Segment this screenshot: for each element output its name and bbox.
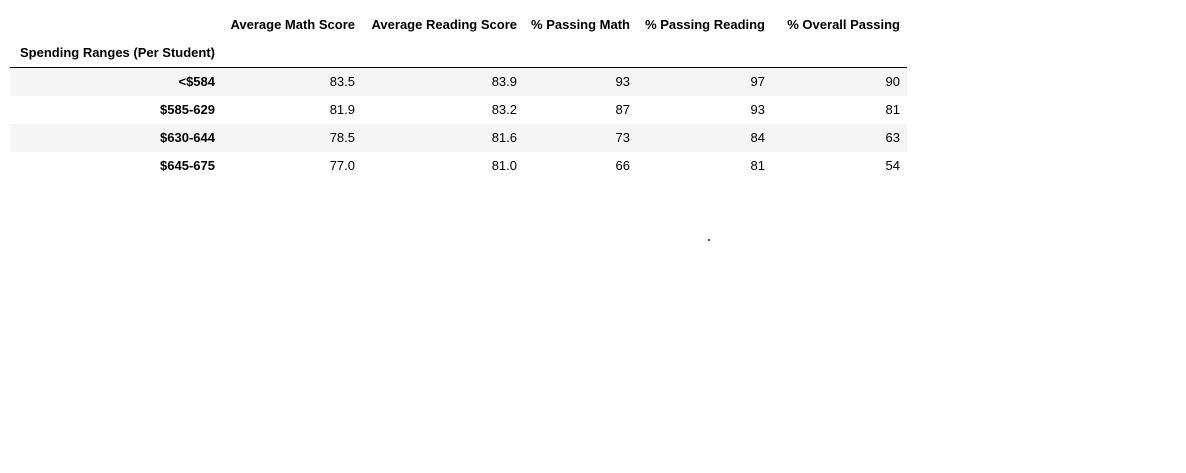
table-cell: 81 — [885, 102, 900, 117]
table-row: <$584 83.5 83.9 93 97 90 — [10, 67, 907, 96]
header-blank — [637, 39, 772, 68]
row-index-label: <$584 — [178, 74, 215, 89]
table-row: $585-629 81.9 83.2 87 93 81 — [10, 96, 907, 124]
column-header: Average Reading Score — [371, 17, 517, 32]
table-cell: 81.9 — [329, 102, 355, 117]
table-cell: 63 — [885, 130, 900, 145]
stray-dot — [708, 239, 710, 241]
table-cell: 81.0 — [491, 158, 517, 173]
row-index-label: $585-629 — [160, 102, 215, 117]
table-cell: 54 — [885, 158, 900, 173]
row-index-label: $630-644 — [160, 130, 215, 145]
column-header: % Passing Math — [531, 17, 630, 32]
table-cell: 66 — [615, 158, 630, 173]
column-header-row: Average Math Score Average Reading Score… — [10, 11, 907, 39]
table-cell: 97 — [750, 74, 765, 89]
header-blank — [222, 39, 362, 68]
table-cell: 87 — [615, 102, 630, 117]
table-cell: 83.2 — [491, 102, 517, 117]
table-cell: 73 — [615, 130, 630, 145]
spending-summary-table: Average Math Score Average Reading Score… — [10, 11, 907, 180]
table-cell: 77.0 — [329, 158, 355, 173]
column-header: % Passing Reading — [645, 17, 765, 32]
table-cell: 83.9 — [491, 74, 517, 89]
table-cell: 93 — [615, 74, 630, 89]
header-blank — [772, 39, 907, 68]
header-blank — [362, 39, 524, 68]
column-header: % Overall Passing — [787, 17, 900, 32]
table-cell: 78.5 — [329, 130, 355, 145]
index-name-row: Spending Ranges (Per Student) — [10, 39, 907, 68]
table-row: $645-675 77.0 81.0 66 81 54 — [10, 152, 907, 180]
table-row: $630-644 78.5 81.6 73 84 63 — [10, 124, 907, 152]
table-cell: 83.5 — [329, 74, 355, 89]
table-cell: 84 — [750, 130, 765, 145]
table-cell: 93 — [750, 102, 765, 117]
row-index-label: $645-675 — [160, 158, 215, 173]
dataframe-output: Average Math Score Average Reading Score… — [10, 11, 907, 180]
table-cell: 81.6 — [491, 130, 517, 145]
header-blank — [10, 11, 222, 39]
column-header: Average Math Score — [230, 17, 355, 32]
header-blank — [524, 39, 637, 68]
index-name-header: Spending Ranges (Per Student) — [10, 39, 222, 68]
table-cell: 90 — [885, 74, 900, 89]
table-cell: 81 — [750, 158, 765, 173]
